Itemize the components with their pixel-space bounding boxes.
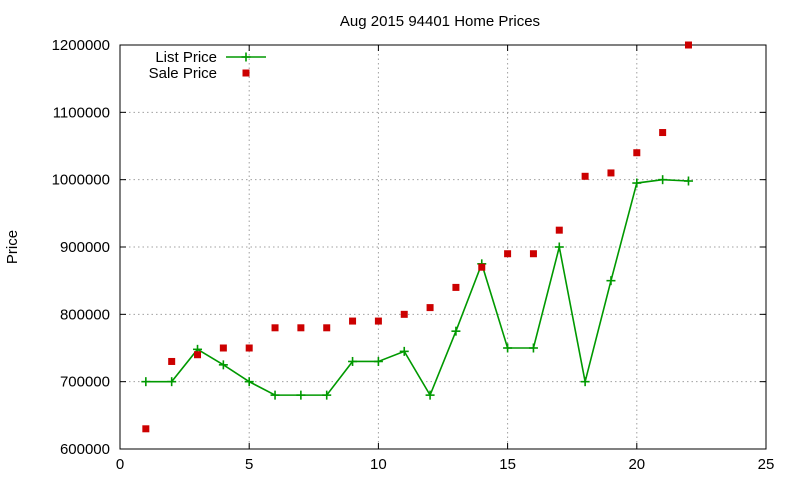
sale-price-point	[194, 351, 202, 359]
sale-price-point	[271, 324, 279, 332]
list-price-point	[141, 377, 151, 387]
list-price-point	[683, 176, 693, 186]
legend-label: List Price	[155, 49, 217, 66]
legend-label: Sale Price	[149, 65, 217, 82]
grid	[120, 45, 766, 449]
y-tick-label: 900000	[60, 239, 110, 256]
list-price-point	[606, 276, 616, 286]
sale-price-point	[426, 304, 434, 312]
sale-price-point	[607, 169, 615, 177]
x-tick-label: 0	[116, 456, 124, 473]
list-price-point	[348, 356, 358, 366]
sale-price-point	[529, 250, 537, 258]
y-tick-label: 700000	[60, 374, 110, 391]
list-price-point	[632, 178, 642, 188]
x-tick-label: 20	[628, 456, 645, 473]
list-price-point	[503, 343, 513, 353]
y-tick-label: 800000	[60, 306, 110, 323]
x-tick-label: 5	[245, 456, 253, 473]
sale-price-point	[323, 324, 331, 332]
chart-title: Aug 2015 94401 Home Prices	[340, 13, 540, 30]
list-price-point	[373, 356, 383, 366]
series-sale-price	[142, 41, 692, 433]
list-price-point	[322, 390, 332, 400]
y-tick-label: 1200000	[52, 37, 110, 54]
y-tick-label: 1100000	[53, 104, 110, 121]
list-price-point	[425, 390, 435, 400]
list-price-line	[145, 178, 689, 397]
list-price-point	[528, 343, 538, 353]
list-price-point	[218, 360, 228, 370]
x-tick-label: 10	[370, 456, 387, 473]
series-list-price	[141, 175, 693, 400]
sale-price-point	[684, 41, 692, 49]
sale-price-point	[555, 226, 563, 234]
y-axis-label: Price	[4, 230, 21, 264]
sale-price-point	[504, 250, 512, 258]
list-price-point	[296, 390, 306, 400]
sale-price-point	[142, 425, 150, 433]
sale-price-point	[297, 324, 305, 332]
sale-price-point	[219, 344, 227, 352]
y-tick-label: 600000	[60, 441, 110, 458]
list-price-point	[451, 326, 461, 336]
sale-price-point	[400, 310, 408, 318]
axis-ticks: 0 5 10 15 20 25 600000 700000 800000 900000 100000…	[52, 37, 775, 473]
sale-price-point	[478, 263, 486, 271]
sale-price-point	[452, 283, 460, 291]
list-price-point	[580, 377, 590, 387]
list-price-point	[658, 175, 668, 185]
x-tick-label: 15	[499, 456, 516, 473]
list-price-point	[554, 242, 564, 252]
data-series	[141, 41, 693, 433]
list-price-point	[167, 377, 177, 387]
sale-price-point	[245, 344, 253, 352]
y-tick-label: 1000000	[52, 172, 110, 189]
list-price-point	[244, 377, 254, 387]
legend-cross-sample	[241, 52, 251, 62]
list-price-point	[270, 390, 280, 400]
sale-price-point	[633, 149, 641, 157]
sale-price-point	[374, 317, 382, 325]
sale-price-point	[168, 357, 176, 365]
sale-price-point	[581, 172, 589, 180]
sale-price-point	[349, 317, 357, 325]
list-price-point	[399, 346, 409, 356]
legend-square-sample	[242, 69, 250, 77]
x-tick-label: 25	[758, 456, 775, 473]
sale-price-point	[659, 129, 667, 137]
